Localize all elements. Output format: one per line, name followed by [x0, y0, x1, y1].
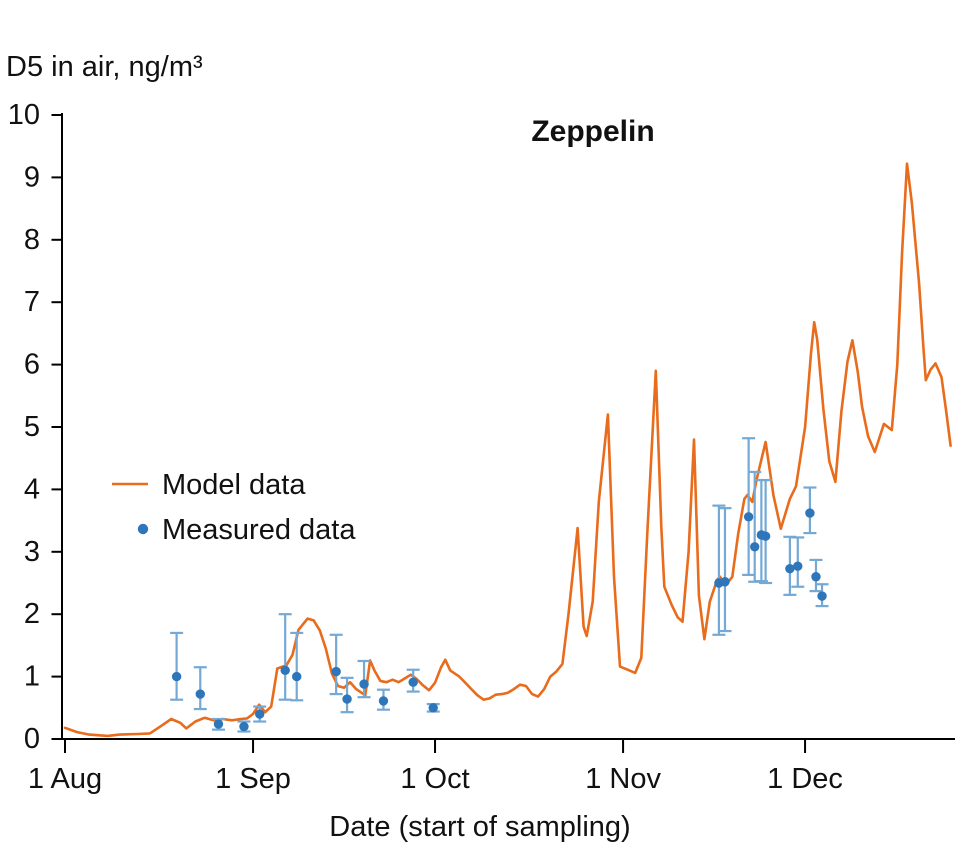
measured-point [406, 668, 420, 693]
measured-point-dot [805, 508, 815, 518]
model-line-group [63, 162, 952, 738]
measured-point [237, 720, 251, 733]
measured-point-dot [720, 577, 730, 587]
y-tick-label: 0 [24, 723, 40, 755]
y-tick-label: 5 [24, 411, 40, 443]
measured-point [742, 437, 756, 576]
measured-point-dot [331, 666, 341, 677]
y-tick-label: 10 [8, 99, 40, 131]
measured-point [357, 659, 371, 699]
measured-point [290, 631, 304, 702]
measured-point-dot [239, 721, 249, 732]
legend: Model data Measured data [112, 469, 356, 546]
measured-data-group [170, 437, 829, 733]
y-tick-label: 1 [24, 661, 40, 693]
legend-model-label: Model data [162, 469, 306, 501]
measured-point-dot [785, 563, 795, 574]
measured-point [170, 631, 184, 701]
model-line [63, 162, 952, 738]
measured-point [340, 676, 354, 714]
measured-point [329, 633, 343, 696]
measured-point-dot [342, 694, 352, 704]
measured-point-dot [292, 671, 302, 682]
y-tick-label: 9 [24, 161, 40, 193]
y-tick-label: 7 [24, 286, 40, 318]
measured-point-dot [817, 591, 827, 601]
measured-point-dot [793, 561, 803, 571]
y-tick-label: 8 [24, 224, 40, 256]
measured-point-dot [760, 531, 771, 541]
measured-point-dot [255, 709, 265, 719]
measured-point-dot [378, 696, 389, 706]
x-tick-label: 1 Aug [28, 763, 102, 795]
y-tick-label: 2 [24, 598, 40, 630]
y-tick-label: 3 [24, 536, 40, 568]
measured-point-dot [811, 572, 821, 582]
chart-title: Zeppelin [531, 115, 654, 148]
measured-point [193, 666, 207, 711]
measured-point [748, 470, 762, 583]
measured-point-dot [359, 679, 369, 689]
y-tick-label: 6 [24, 349, 40, 381]
measured-point [815, 583, 829, 608]
axis-lines [61, 113, 955, 740]
y-axis-title: D5 in air, ng/m³ [6, 51, 203, 83]
measured-point [426, 702, 440, 713]
x-tick-label: 1 Nov [585, 763, 661, 795]
measured-point [712, 504, 726, 636]
measured-point-dot [171, 671, 182, 682]
measured-point-dot [743, 512, 754, 522]
measured-point [759, 478, 773, 585]
measured-point-dot [428, 703, 438, 713]
measured-point-dot [750, 542, 760, 552]
measured-point [376, 688, 390, 711]
measured-point [809, 558, 823, 593]
x-tick-label: 1 Sep [215, 763, 291, 795]
axes: 0 1 2 3 4 5 6 7 8 9 10 1 Aug 1 Sep 1 Oct 1 Nov 1 Dec [8, 99, 955, 795]
measured-point-dot [213, 719, 224, 729]
measured-point [253, 705, 267, 723]
measured-point [278, 613, 292, 701]
x-axis-title: Date (start of sampling) [329, 811, 630, 843]
x-tick-label: 1 Dec [767, 763, 843, 795]
measured-point-dot [408, 677, 418, 687]
x-tick-label: 1 Oct [400, 763, 469, 795]
measured-point [791, 536, 805, 588]
y-tick-label: 4 [24, 473, 40, 505]
measured-point [718, 507, 732, 633]
measured-point [211, 717, 225, 731]
measured-point-dot [195, 689, 205, 699]
legend-measured-dot [137, 523, 149, 535]
measured-point [803, 486, 817, 535]
legend-measured-label: Measured data [162, 514, 356, 546]
measured-point-dot [280, 665, 290, 676]
